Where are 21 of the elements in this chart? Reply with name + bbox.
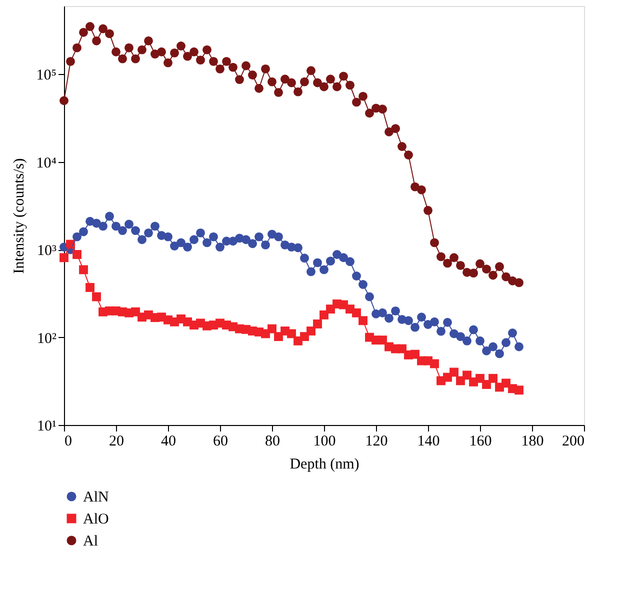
y-tick-label: 10⁴	[36, 155, 56, 172]
x-tick-label: 20	[109, 434, 124, 450]
y-tick-label: 10³	[37, 243, 57, 260]
x-tick-label: 120	[365, 434, 388, 450]
y-tick-label: 10²	[37, 330, 57, 347]
legend-label: AlN	[83, 490, 109, 506]
x-tick-label: 60	[213, 434, 228, 450]
x-tick-label: 0	[64, 434, 72, 450]
x-tick-label: 100	[313, 434, 336, 450]
y-tick-label: 10⁵	[36, 68, 56, 84]
x-tick-label: 180	[521, 434, 544, 450]
y-tick-label: 10¹	[37, 418, 56, 434]
x-tick-label: 160	[469, 434, 492, 450]
x-tick-label: 140	[417, 434, 440, 450]
x-axis-title: Depth (nm)	[290, 456, 360, 472]
x-tick-label: 80	[265, 434, 280, 450]
legend-label: Al	[83, 534, 98, 550]
y-axis-title: Intensity (counts/s)	[11, 158, 28, 274]
legend-label: AlO	[83, 512, 109, 528]
x-tick-label: 200	[562, 434, 584, 450]
x-tick-label: 40	[161, 434, 176, 450]
